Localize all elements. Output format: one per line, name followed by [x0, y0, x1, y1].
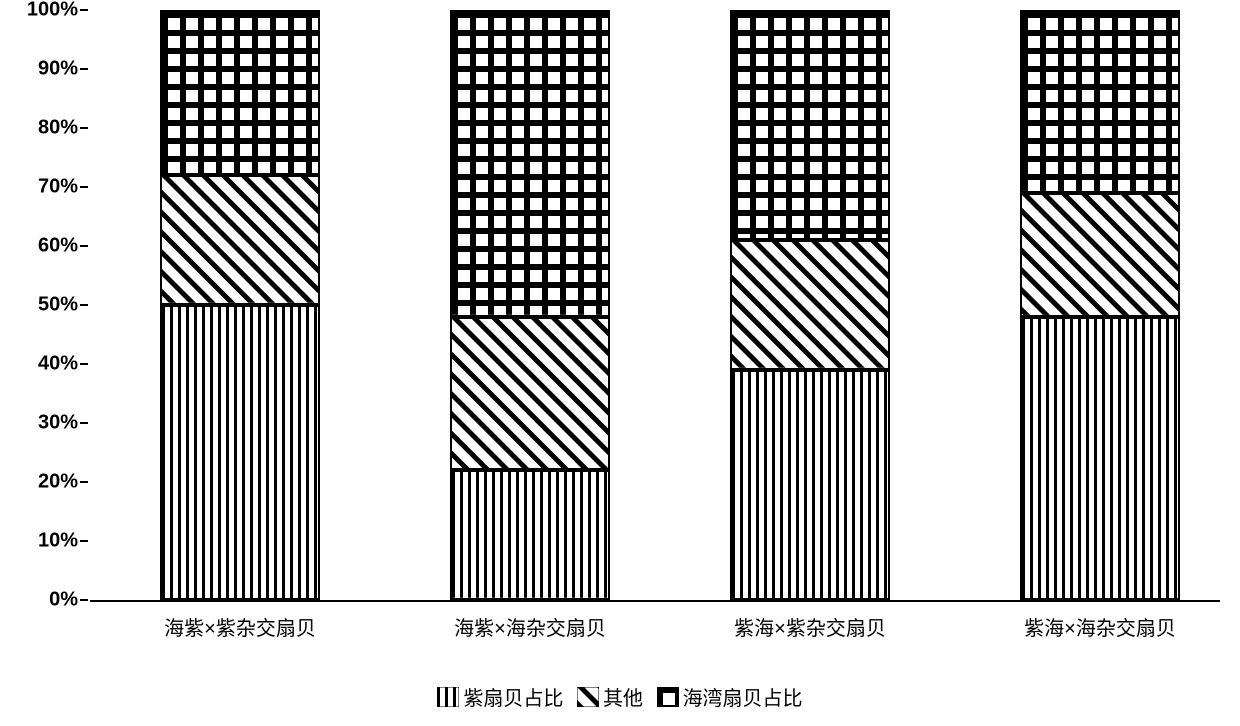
legend-item-other: 其他 — [577, 682, 643, 711]
segment-fill — [162, 307, 318, 598]
segment-fill — [452, 12, 608, 315]
y-tick-label: 10% — [38, 530, 78, 553]
y-tick-label: 40% — [38, 353, 78, 376]
y-tick-mark — [80, 68, 88, 70]
y-axis: 100% 90% 80% 70% 60% 50% 40% 30% 20% 10%… — [0, 10, 90, 600]
y-tick-label: 100% — [27, 0, 78, 22]
bar-segment-bay — [160, 10, 320, 175]
bar-group-1 — [450, 10, 610, 600]
y-tick-label: 80% — [38, 117, 78, 140]
legend-swatch-diagonal-icon — [577, 687, 599, 707]
bar-segment-purple — [1020, 317, 1180, 600]
bar-segment-bay — [730, 10, 890, 240]
bar-segment-bay — [450, 10, 610, 317]
y-tick-mark — [80, 481, 88, 483]
bar-segment-purple — [160, 305, 320, 600]
legend-swatch-crosshatch-icon — [657, 687, 679, 707]
category-label-3: 紫海×海杂交扇贝 — [970, 612, 1230, 641]
legend: 紫扇贝占比 其他 海湾扇贝占比 — [0, 682, 1240, 711]
segment-fill — [452, 319, 608, 468]
legend-label: 海湾扇贝占比 — [683, 682, 803, 711]
segment-fill — [1022, 319, 1178, 598]
legend-item-purple: 紫扇贝占比 — [437, 682, 563, 711]
y-tick-label: 90% — [38, 58, 78, 81]
segment-fill — [162, 12, 318, 173]
category-label-1: 海紫×海杂交扇贝 — [400, 612, 660, 641]
category-label-0: 海紫×紫杂交扇贝 — [110, 612, 370, 641]
x-axis-line — [90, 600, 1220, 602]
category-label-2: 紫海×紫杂交扇贝 — [680, 612, 940, 641]
stacked-bar-chart: 100% 90% 80% 70% 60% 50% 40% 30% 20% 10%… — [0, 0, 1240, 726]
y-tick-label: 50% — [38, 294, 78, 317]
bar-segment-bay — [1020, 10, 1180, 193]
legend-label: 紫扇贝占比 — [463, 682, 563, 711]
y-tick-label: 30% — [38, 412, 78, 435]
bar-group-0 — [160, 10, 320, 600]
bar-segment-other — [1020, 193, 1180, 317]
segment-fill — [732, 242, 888, 368]
y-tick-mark — [80, 127, 88, 129]
segment-fill — [1022, 12, 1178, 191]
y-tick-mark — [80, 9, 88, 11]
segment-fill — [732, 12, 888, 238]
bar-segment-other — [450, 317, 610, 470]
legend-label: 其他 — [603, 682, 643, 711]
segment-fill — [732, 372, 888, 598]
y-tick-label: 20% — [38, 471, 78, 494]
bar-segment-other — [730, 240, 890, 370]
segment-fill — [1022, 195, 1178, 315]
bar-group-3 — [1020, 10, 1180, 600]
y-tick-label: 0% — [49, 589, 78, 612]
y-tick-mark — [80, 304, 88, 306]
plot-area — [90, 10, 1220, 600]
legend-item-bay: 海湾扇贝占比 — [657, 682, 803, 711]
bar-segment-purple — [730, 370, 890, 600]
y-tick-mark — [80, 599, 88, 601]
y-tick-mark — [80, 363, 88, 365]
y-tick-mark — [80, 186, 88, 188]
bar-segment-purple — [450, 470, 610, 600]
bar-segment-other — [160, 175, 320, 305]
y-tick-mark — [80, 245, 88, 247]
segment-fill — [452, 472, 608, 598]
legend-swatch-vertical-icon — [437, 687, 459, 707]
bar-group-2 — [730, 10, 890, 600]
segment-fill — [162, 177, 318, 303]
y-tick-label: 70% — [38, 176, 78, 199]
y-tick-mark — [80, 540, 88, 542]
y-tick-mark — [80, 422, 88, 424]
y-tick-label: 60% — [38, 235, 78, 258]
